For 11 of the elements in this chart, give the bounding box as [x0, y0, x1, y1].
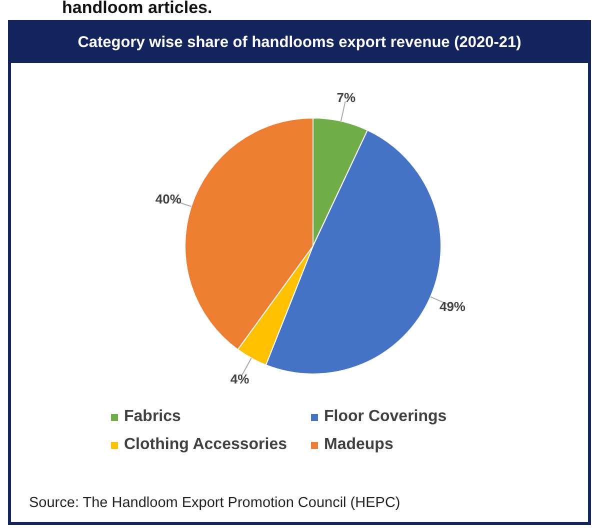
legend-label: Floor Coverings [323, 408, 448, 426]
legend-label: Clothing Accessories [123, 436, 288, 454]
legend-label: Madeups [323, 436, 394, 454]
legend-label: Fabrics [123, 408, 182, 426]
data-label: 4% [230, 372, 250, 387]
data-label: 7% [336, 90, 356, 106]
data-label: 49% [439, 298, 466, 314]
text: handloom articles. [62, 0, 212, 18]
source-note: Source: The Handloom Export Promotion Council (HEPC) [29, 495, 400, 511]
chart-title: Category wise share of handlooms export revenue (2020-21) [11, 23, 588, 63]
data-label: 40% [155, 192, 182, 207]
